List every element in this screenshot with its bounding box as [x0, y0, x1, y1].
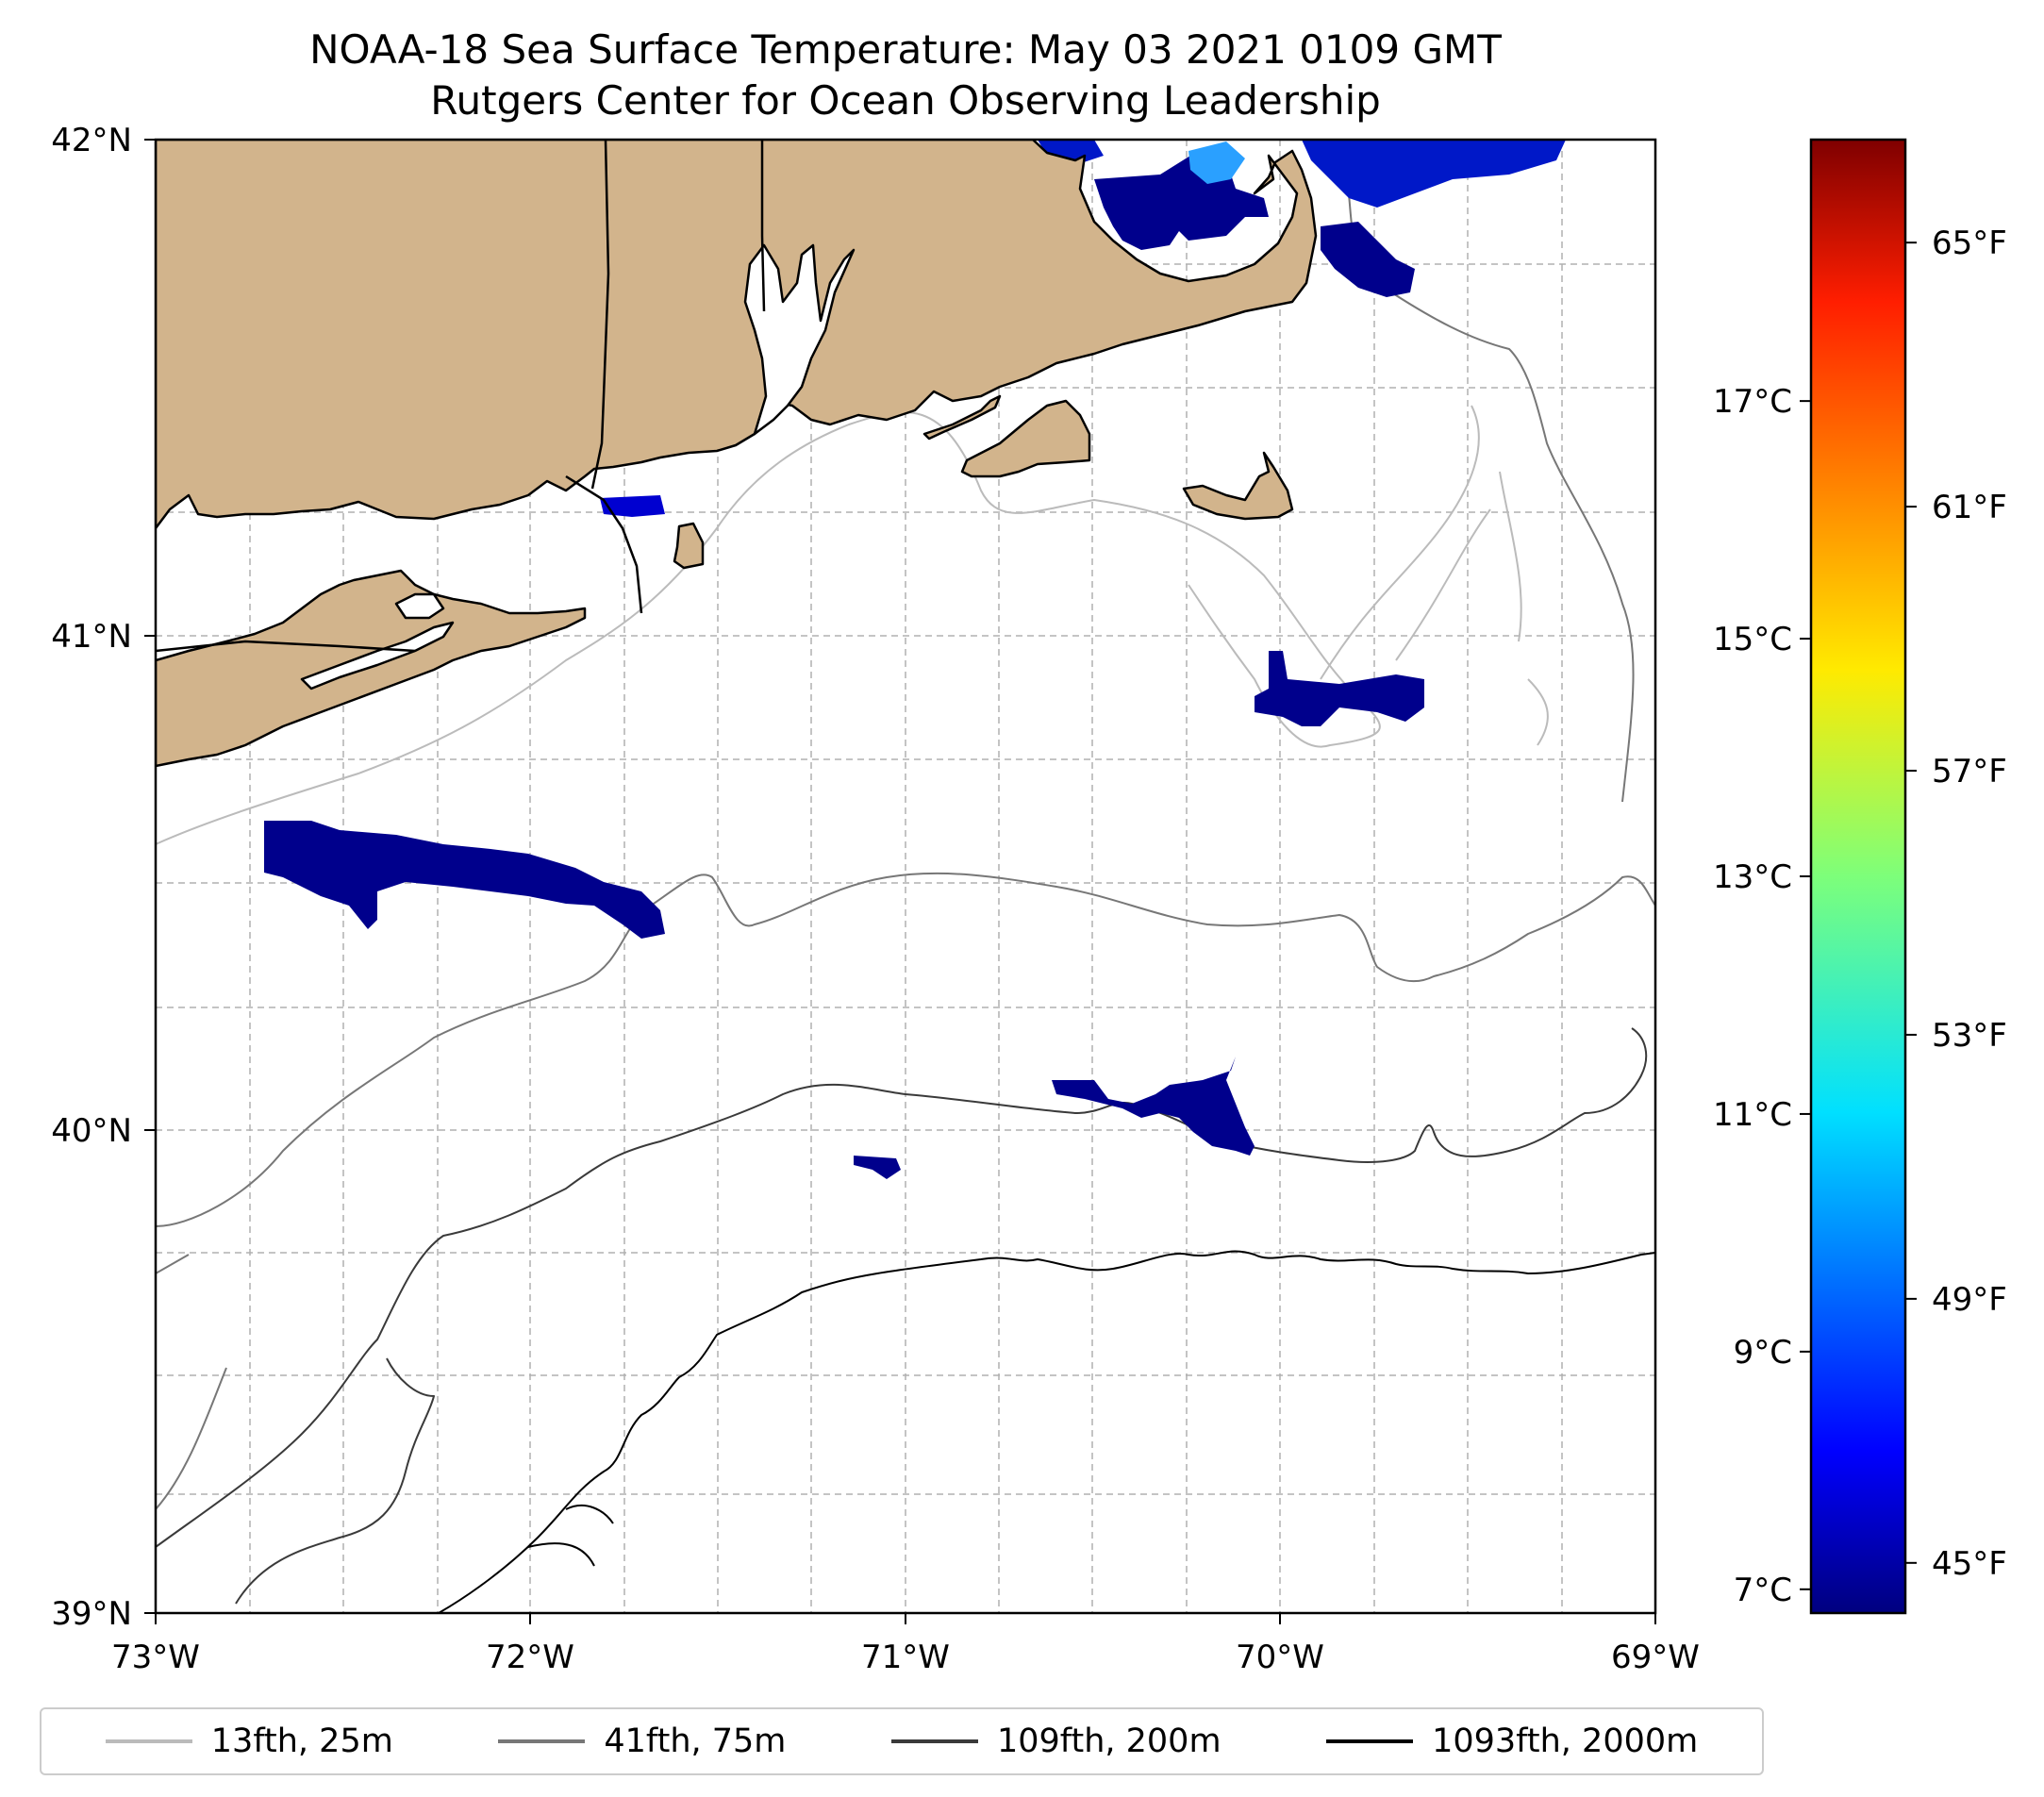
colorbar-fahrenheit-label: 49°F [1932, 1281, 2007, 1319]
legend-label-200m: 109fth, 200m [996, 1722, 1221, 1760]
legend-label-75m: 41fth, 75m [604, 1722, 787, 1760]
legend-entry-200m: 109fth, 200m [890, 1722, 1221, 1760]
x-tick-73w: 73°W [111, 1639, 200, 1676]
x-tick-71w: 71°W [861, 1639, 950, 1676]
sst-patch-block-island-sound [600, 495, 665, 517]
sst-patch-long-island-shelf [264, 821, 665, 939]
land-mainland-new-england [156, 140, 1318, 530]
land-block-island [673, 522, 705, 570]
colorbar-fahrenheit-label: 53°F [1932, 1017, 2007, 1055]
contour-75m [156, 150, 1655, 1510]
sst-patch-south-nantucket [1255, 651, 1424, 726]
land-elizabeth-islands [922, 394, 1002, 441]
contour-25m [156, 405, 1549, 845]
legend-label-2000m: 1093fth, 2000m [1432, 1722, 1699, 1760]
colorbar-celsius-label: 11°C [1713, 1096, 1792, 1134]
sst-patch-gulf-of-maine-cold [1321, 222, 1415, 297]
colorbar-fahrenheit-label: 65°F [1932, 225, 2007, 262]
legend-entry-2000m: 1093fth, 2000m [1326, 1722, 1698, 1760]
y-tick-40n: 40°N [51, 1112, 132, 1150]
bathymetry-legend: 13fth, 25m 41fth, 75m 109fth, 200m 1093f… [40, 1707, 1764, 1775]
x-tick-69w: 69°W [1611, 1639, 1700, 1676]
land-martha-vineyard [960, 399, 1091, 478]
narragansett-bay [743, 243, 856, 436]
colorbar [1809, 138, 1907, 1615]
legend-entry-25m: 13fth, 25m [105, 1722, 393, 1760]
sst-patch-gulf-of-maine [1038, 140, 1566, 208]
x-tick-70w: 70°W [1236, 1639, 1324, 1676]
colorbar-fahrenheit-ticks: 65°F 61°F 57°F 53°F 49°F 45°F [1905, 225, 2007, 1583]
colorbar-celsius-label: 7°C [1734, 1572, 1792, 1609]
colorbar-fahrenheit-label: 61°F [1932, 489, 2007, 526]
y-tick-41n: 41°N [51, 618, 132, 656]
sst-patch-cape-cod-bay-warm [1188, 141, 1245, 184]
colorbar-fahrenheit-label: 45°F [1932, 1545, 2007, 1583]
sst-patch-shelf-edge-small [854, 1156, 901, 1179]
legend-swatch-200m [890, 1739, 978, 1743]
great-south-bay [300, 621, 455, 691]
legend-swatch-75m [498, 1739, 586, 1743]
contour-200m [156, 1027, 1648, 1605]
legend-swatch-25m [105, 1739, 192, 1743]
y-tick-39n: 39°N [51, 1595, 132, 1633]
colorbar-celsius-label: 17°C [1713, 383, 1792, 421]
legend-entry-75m: 41fth, 75m [498, 1722, 786, 1760]
colorbar-celsius-label: 13°C [1713, 858, 1792, 896]
sst-patches [264, 140, 1566, 1179]
legend-swatch-2000m [1326, 1739, 1414, 1743]
contour-2000m [438, 1250, 1655, 1613]
colorbar-celsius-ticks: 17°C 15°C 13°C 11°C 9°C 7°C [1713, 383, 1811, 1609]
map-title: NOAA-18 Sea Surface Temperature: May 03 … [309, 26, 1502, 73]
colorbar-celsius-label: 15°C [1713, 621, 1792, 658]
x-tick-72w: 72°W [486, 1639, 574, 1676]
state-borders [156, 140, 766, 653]
axis-ticks [144, 139, 1656, 1624]
colorbar-celsius-label: 9°C [1734, 1334, 1792, 1372]
legend-label-25m: 13fth, 25m [210, 1722, 393, 1760]
map-svg: 73°W 72°W 71°W 70°W 69°W 42°N 41°N 40°N … [51, 122, 2007, 1676]
colorbar-fahrenheit-label: 57°F [1932, 753, 2007, 790]
peconic-bay [394, 592, 445, 620]
land-nantucket [1182, 451, 1294, 521]
sst-patch-shelf-edge-east [1052, 1057, 1255, 1156]
y-tick-42n: 42°N [51, 122, 132, 159]
bays-and-inlets [300, 243, 856, 691]
map-subtitle: Rutgers Center for Ocean Observing Leade… [430, 77, 1381, 124]
